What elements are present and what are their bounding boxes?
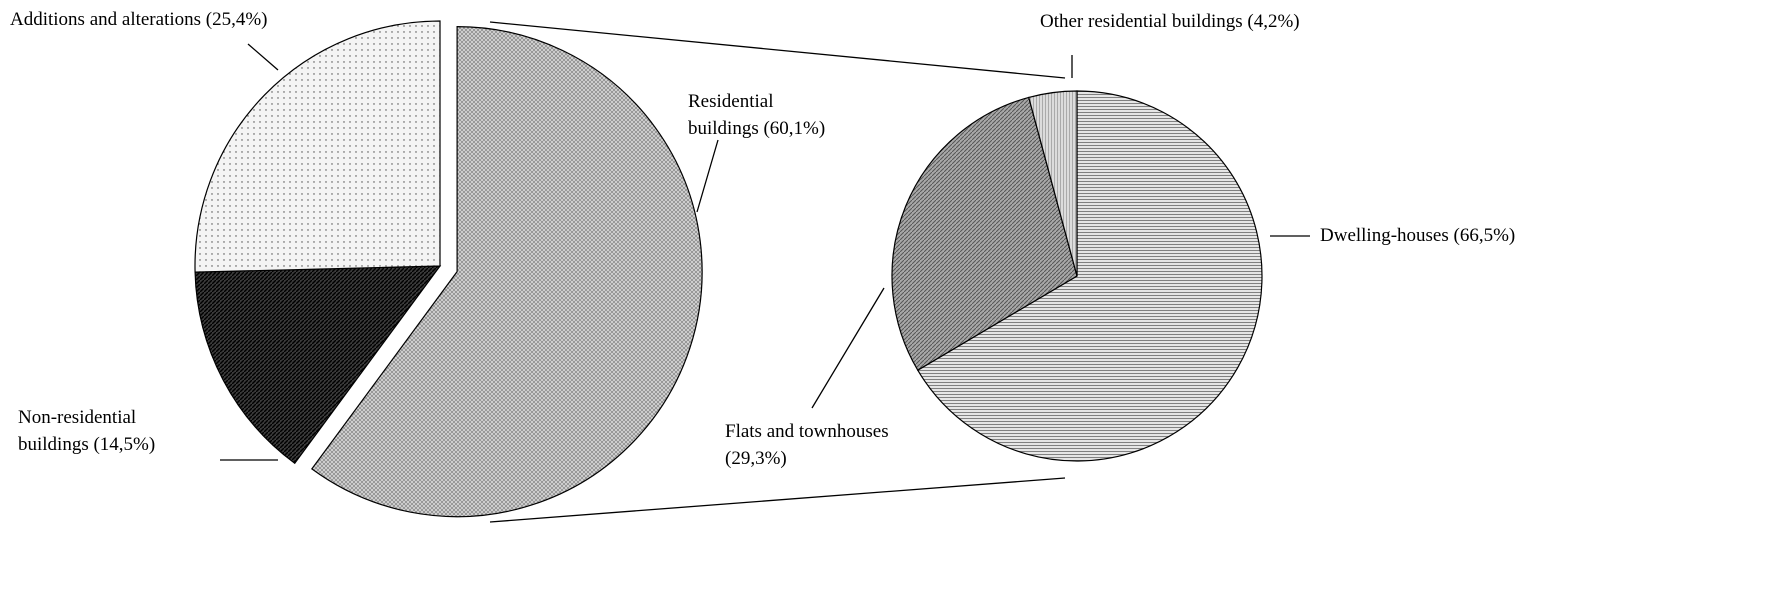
- slice-pattern: [194, 265, 442, 465]
- slice-label: Additions and alterations (25,4%): [10, 6, 350, 33]
- label-text: Other residential buildings: [1040, 11, 1243, 32]
- slice-label: Flats and townhouses (29,3%): [725, 418, 945, 472]
- slice-pattern: [1028, 90, 1078, 277]
- label-text: Dwelling-houses: [1320, 225, 1449, 246]
- slice-pattern: [311, 26, 703, 518]
- leader-line: [696, 139, 719, 213]
- slice-pattern: [194, 20, 441, 273]
- label-text: Non-residential buildings: [18, 407, 137, 455]
- label-text: (14,5%): [93, 434, 156, 455]
- slice-pattern: [916, 90, 1263, 462]
- label-text: (29,3%): [725, 448, 787, 469]
- label-text: (25,4%): [205, 9, 268, 30]
- label-text: Additions and alterations: [10, 9, 202, 30]
- connector-line: [489, 21, 1066, 79]
- label-text: (60,1%): [763, 118, 826, 139]
- label-text: Flats and townhouses: [725, 421, 889, 442]
- label-text: (4,2%): [1247, 11, 1300, 32]
- connector-line: [489, 477, 1066, 523]
- leader-line: [247, 43, 279, 71]
- leader-line: [811, 287, 885, 409]
- slice-label: Dwelling-houses (66,5%): [1320, 222, 1580, 249]
- slice-label: Non-residential buildings (14,5%): [18, 404, 193, 458]
- slice-label: Residential buildings (60,1%): [688, 88, 838, 142]
- slice-pattern: [891, 96, 1078, 371]
- slice-label: Other residential buildings (4,2%): [1040, 8, 1400, 35]
- label-text: (66,5%): [1453, 225, 1516, 246]
- connector-lines: [220, 21, 1310, 523]
- label-text: Residential buildings: [688, 91, 774, 139]
